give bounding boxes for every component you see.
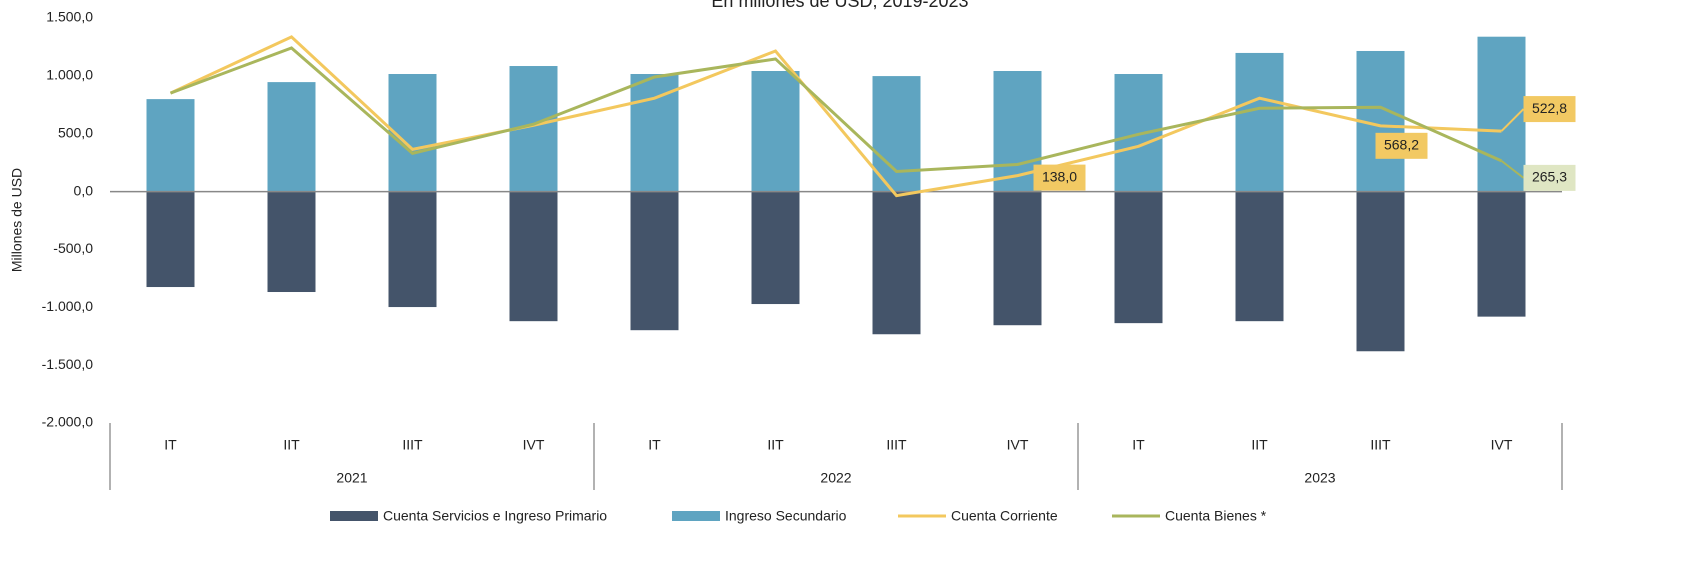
y-tick-label: -500,0 [53,240,93,256]
y-tick-label: -1.500,0 [42,356,94,372]
y-tick-label: -2.000,0 [42,414,94,430]
x-tick-label: IT [164,437,177,453]
group-label: 2021 [336,470,367,486]
x-tick-label: IIIT [1370,437,1391,453]
bar [1235,191,1284,322]
bar [630,74,679,192]
bar [1477,191,1526,317]
group-label: 2023 [1304,470,1335,486]
line [169,35,1502,198]
bar [388,191,437,308]
label-box [1523,164,1576,191]
data-label: 522,8 [1532,100,1567,116]
x-tick-label: IT [648,437,661,453]
leader-line [1500,160,1525,179]
bar [1114,191,1163,324]
x-tick-label: IVT [523,437,545,453]
x-tick-label: IIT [1251,437,1268,453]
x-tick-label: IIT [283,437,300,453]
data-label: -1.080,8 [1476,372,1528,388]
legend-label: Cuenta Corriente [951,508,1058,524]
data-label: 265,3 [1532,169,1567,185]
legend-label: Cuenta Servicios e Ingreso Primario [383,508,607,524]
x-tick-label: IIIT [402,437,423,453]
label-box [1375,132,1428,159]
leader-line [1500,108,1525,132]
y-tick-label: 1.000,0 [46,67,93,83]
x-tick-label: IVT [1491,437,1513,453]
bar [993,191,1042,326]
x-tick-label: IT [1132,437,1145,453]
bar [267,82,316,192]
legend-swatch [330,511,378,521]
bar [630,191,679,331]
y-tick-label: 0,0 [74,182,94,198]
x-tick-label: IIT [767,437,784,453]
label-box [1523,96,1576,123]
legend-label: Cuenta Bienes * [1165,508,1267,524]
x-tick-label: IIIT [886,437,907,453]
bar [146,99,195,192]
label-box [1033,164,1086,191]
data-label: 138,0 [1042,168,1077,184]
legend-swatch [672,511,720,521]
x-tick-label: IVT [1007,437,1029,453]
line [169,46,1503,173]
group-label: 2022 [820,470,851,486]
y-tick-label: 500,0 [58,124,93,140]
chart-title: En millones de USD, 2019-2023 [711,0,968,11]
data-label: 568,2 [1384,137,1419,153]
bar [267,191,316,293]
y-axis-label: Millones de USD [9,168,25,272]
bar [509,191,558,322]
legend-label: Ingreso Secundario [725,508,847,524]
bar [146,191,195,288]
bar [872,191,921,335]
bar [1356,191,1405,352]
y-tick-label: -1.000,0 [42,298,94,314]
y-tick-label: 1.500,0 [46,9,93,25]
bar [1235,52,1284,192]
bar [751,191,800,305]
bar [751,70,800,192]
